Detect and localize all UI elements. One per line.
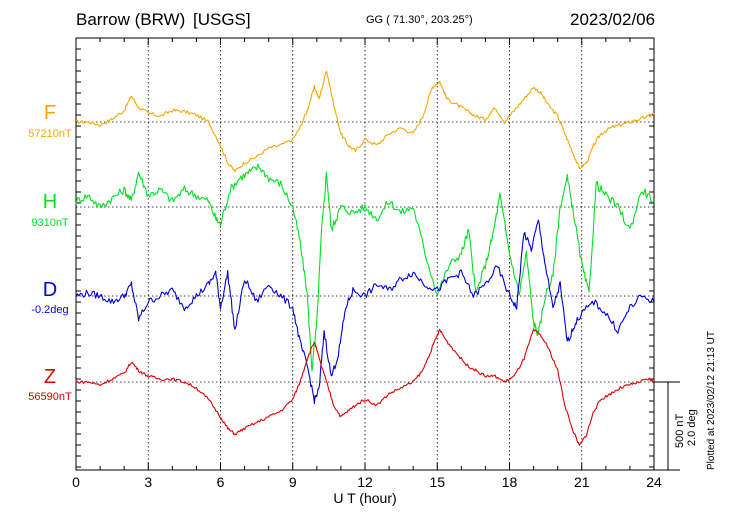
baseline-label-h: 9310nT: [31, 217, 69, 229]
station-title: Barrow (BRW): [76, 10, 186, 29]
x-tick-label-3: 3: [144, 474, 153, 490]
date-label: 2023/02/06: [570, 10, 656, 29]
x-tick-label-15: 15: [429, 474, 446, 490]
scale-bar: [654, 381, 680, 471]
series-name-d: D: [42, 279, 58, 301]
series-line-h: [75, 163, 655, 372]
x-tick-label-12: 12: [357, 474, 373, 490]
x-tick-label-24: 24: [646, 474, 662, 490]
baseline-label-z: 56590nT: [28, 391, 72, 403]
series-name-f: F: [43, 102, 57, 124]
series-lines: [75, 70, 655, 446]
baseline-label-d: -0.2deg: [31, 304, 69, 316]
series-line-d: [75, 219, 655, 405]
coordinates-label: GG ( 71.30°, 203.25°): [366, 14, 473, 26]
scale-nt-label: 500 nT: [674, 413, 686, 448]
plotted-at-label: Plotted at 2023/02/12 21:13 UT: [706, 331, 717, 470]
series-name-z: Z: [43, 366, 57, 388]
x-tick-label-18: 18: [501, 474, 518, 490]
series-line-f: [75, 70, 655, 173]
x-tick-label-0: 0: [72, 474, 80, 490]
series-name-h: H: [42, 191, 58, 213]
grid-lines: [147, 38, 583, 470]
axis-ticks: [75, 38, 655, 470]
scale-deg-label: 2.0 deg: [686, 409, 698, 446]
x-tick-label-21: 21: [573, 474, 590, 490]
source-label: [USGS]: [193, 10, 251, 29]
baseline-label-f: 57210nT: [28, 128, 72, 140]
series-line-z: [75, 328, 655, 446]
x-tick-label-6: 6: [216, 474, 225, 490]
baseline-lines: [76, 121, 654, 383]
x-axis-label: U T (hour): [333, 490, 397, 506]
x-tick-label-9: 9: [288, 474, 297, 490]
